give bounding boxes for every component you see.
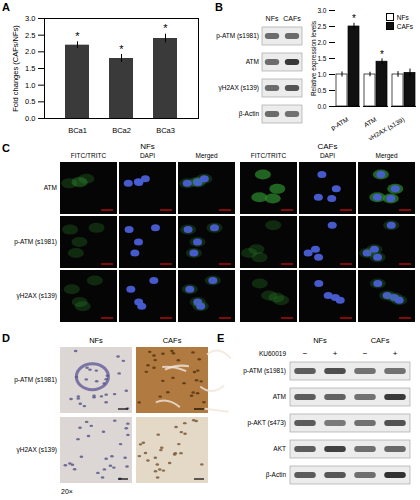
svg-text:3.0: 3.0 (317, 7, 326, 14)
svg-text:CAFs: CAFs (283, 15, 301, 22)
svg-text:+: + (333, 349, 338, 358)
svg-text:2.5: 2.5 (317, 23, 326, 30)
svg-text:p-ATM (s1981): p-ATM (s1981) (14, 376, 57, 384)
svg-text:2.5: 2.5 (25, 31, 35, 40)
svg-text:3.0: 3.0 (25, 14, 35, 23)
svg-text:NFs: NFs (313, 336, 327, 345)
svg-text:CAFs: CAFs (318, 142, 338, 151)
svg-text:NFs: NFs (140, 142, 155, 151)
svg-text:BCa2: BCa2 (112, 126, 131, 135)
svg-text:*: * (163, 22, 168, 34)
svg-text:1.0: 1.0 (25, 81, 35, 90)
svg-text:DAPI: DAPI (140, 152, 155, 159)
svg-text:p-ATM (s1981): p-ATM (s1981) (14, 238, 57, 246)
svg-text:DAPI: DAPI (320, 152, 335, 159)
svg-text:*: * (380, 49, 384, 60)
svg-text:BCa1: BCa1 (68, 126, 87, 135)
svg-text:BCa3: BCa3 (156, 126, 175, 135)
svg-text:γH2AX (s139): γH2AX (s139) (17, 446, 57, 454)
svg-text:ATM: ATM (246, 58, 259, 65)
svg-text:β-Actin: β-Actin (239, 110, 260, 118)
svg-text:C: C (2, 142, 10, 154)
svg-text:1.5: 1.5 (317, 55, 326, 62)
html-text:CAFs: CAFs (396, 23, 413, 30)
svg-text:p-AKT (s473): p-AKT (s473) (247, 419, 286, 427)
svg-text:B: B (215, 1, 223, 13)
svg-text:*: * (119, 43, 124, 55)
svg-text:D: D (2, 332, 10, 344)
svg-text:0.5: 0.5 (317, 87, 326, 94)
svg-text:NFs: NFs (266, 15, 279, 22)
svg-text:1.5: 1.5 (25, 64, 35, 73)
svg-text:0.0: 0.0 (317, 103, 326, 110)
svg-text:Relative expression levels: Relative expression levels (310, 20, 318, 96)
svg-text:CAFs: CAFs (163, 336, 182, 345)
svg-text:γH2AX (s139): γH2AX (s139) (17, 292, 57, 300)
svg-text:*: * (75, 30, 80, 42)
svg-text:NFs: NFs (89, 336, 103, 345)
svg-text:Merged: Merged (375, 152, 397, 160)
svg-text:γH2AX (s139): γH2AX (s139) (219, 84, 259, 92)
svg-text:β-Actin: β-Actin (266, 471, 287, 479)
svg-text:E: E (217, 332, 224, 344)
html-text:NFs: NFs (396, 14, 409, 21)
svg-text:p-ATM (s1981): p-ATM (s1981) (216, 32, 259, 40)
svg-text:ATM: ATM (363, 116, 378, 129)
svg-text:Merged: Merged (195, 152, 217, 160)
svg-text:p-ATM: p-ATM (330, 116, 350, 132)
svg-text:p-ATM (s1981): p-ATM (s1981) (243, 367, 286, 375)
svg-text:Fold changes (CAFs/NFs): Fold changes (CAFs/NFs) (11, 25, 20, 112)
svg-text:0.0: 0.0 (25, 114, 35, 123)
svg-text:ATM: ATM (273, 393, 286, 400)
svg-text:+: + (393, 349, 398, 358)
svg-text:CAFs: CAFs (371, 336, 390, 345)
svg-text:0.5: 0.5 (25, 97, 35, 106)
svg-text:2.0: 2.0 (317, 39, 326, 46)
svg-text:1.0: 1.0 (317, 71, 326, 78)
svg-text:FITC/TRITC: FITC/TRITC (251, 152, 287, 159)
svg-text:FITC/TRITC: FITC/TRITC (71, 152, 107, 159)
svg-text:−: − (303, 349, 308, 358)
svg-text:ATM: ATM (44, 184, 57, 191)
svg-text:−: − (363, 349, 368, 358)
svg-text:AKT: AKT (273, 445, 286, 452)
svg-text:KU60019: KU60019 (259, 350, 286, 357)
svg-text:γH2AX (s139): γH2AX (s139) (367, 116, 406, 140)
svg-text:*: * (352, 13, 356, 24)
svg-text:A: A (2, 1, 10, 13)
svg-text:2.0: 2.0 (25, 47, 35, 56)
svg-text:20×: 20× (61, 488, 73, 495)
